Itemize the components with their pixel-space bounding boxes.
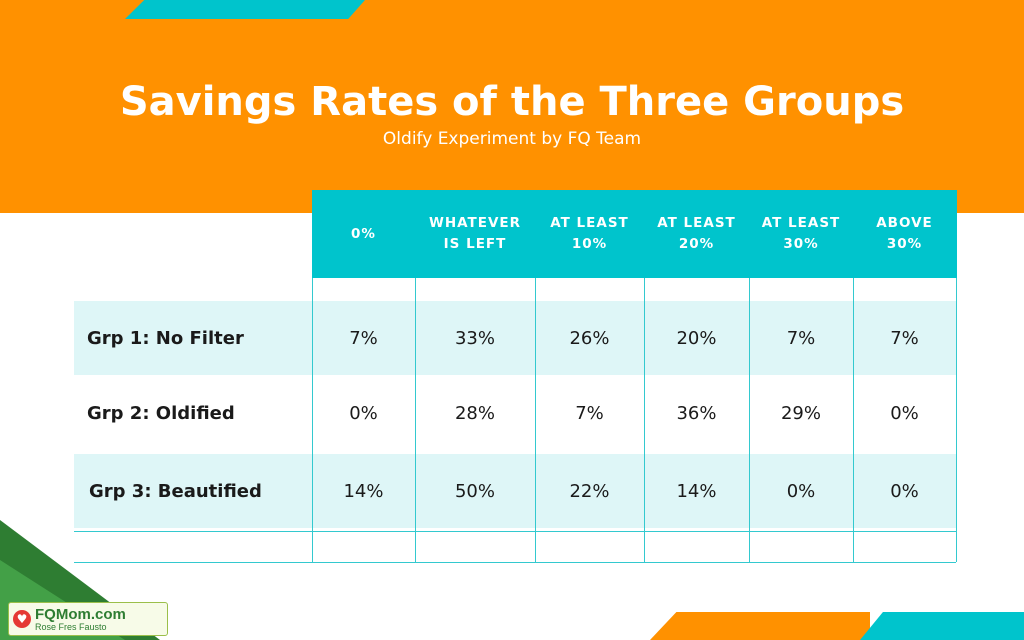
table-cell: 28% [454, 402, 495, 424]
row-label: Grp 1: No Filter [87, 327, 244, 349]
logo-sub-text: Rose Fres Fausto [35, 621, 107, 632]
row-band-3 [74, 454, 956, 528]
table-cell: 7% [890, 327, 919, 349]
grid-vline [535, 278, 536, 562]
grid-vline [956, 278, 957, 562]
table-cell: 29% [780, 402, 821, 424]
table-header-band [312, 190, 957, 278]
table-cell: 0% [349, 402, 378, 424]
table-cell: 14% [343, 480, 384, 502]
grid-vline [312, 278, 313, 562]
heart-icon: ♥ [13, 610, 31, 628]
brand-logo: ♥ FQMom.com Rose Fres Fausto [8, 602, 168, 636]
table-cell: 36% [676, 402, 717, 424]
column-header: AT LEAST 20% [657, 215, 736, 252]
table-cell: 14% [676, 480, 717, 502]
table-cell: 50% [454, 480, 495, 502]
row-label: Grp 2: Oldified [87, 402, 235, 424]
table-cell: 7% [575, 402, 604, 424]
grid-hline [74, 531, 956, 532]
column-header: 0% [351, 225, 376, 242]
grid-vline [853, 278, 854, 562]
logo-main-text: FQMom.com [35, 605, 126, 623]
table-cell: 33% [454, 327, 495, 349]
grid-vline [749, 278, 750, 562]
table-cell: 0% [890, 402, 919, 424]
page-title: Savings Rates of the Three Groups [119, 79, 905, 125]
header-band [0, 0, 1024, 213]
table-cell: 7% [349, 327, 378, 349]
column-header: AT LEAST 30% [761, 215, 841, 252]
table-cell: 26% [569, 327, 610, 349]
grid-vline [644, 278, 645, 562]
grid-vline [415, 278, 416, 562]
row-label: Grp 3: Beautified [89, 480, 262, 502]
decorative-stripe-bottom-teal [860, 612, 1024, 640]
table-cell: 0% [786, 480, 816, 502]
column-header: WHATEVER IS LEFT [428, 215, 522, 252]
table-cell: 7% [786, 327, 816, 349]
column-header: ABOVE 30% [876, 215, 933, 252]
page-subtitle: Oldify Experiment by FQ Team [382, 129, 642, 149]
table-cell: 20% [676, 327, 717, 349]
grid-hline [74, 562, 956, 563]
decorative-stripe-bottom-orange [650, 612, 870, 640]
decorative-stripe-top [125, 0, 365, 19]
table-cell: 0% [890, 480, 919, 502]
table-cell: 22% [569, 480, 610, 502]
column-header: AT LEAST 10% [550, 215, 629, 252]
row-band-1 [74, 301, 956, 375]
